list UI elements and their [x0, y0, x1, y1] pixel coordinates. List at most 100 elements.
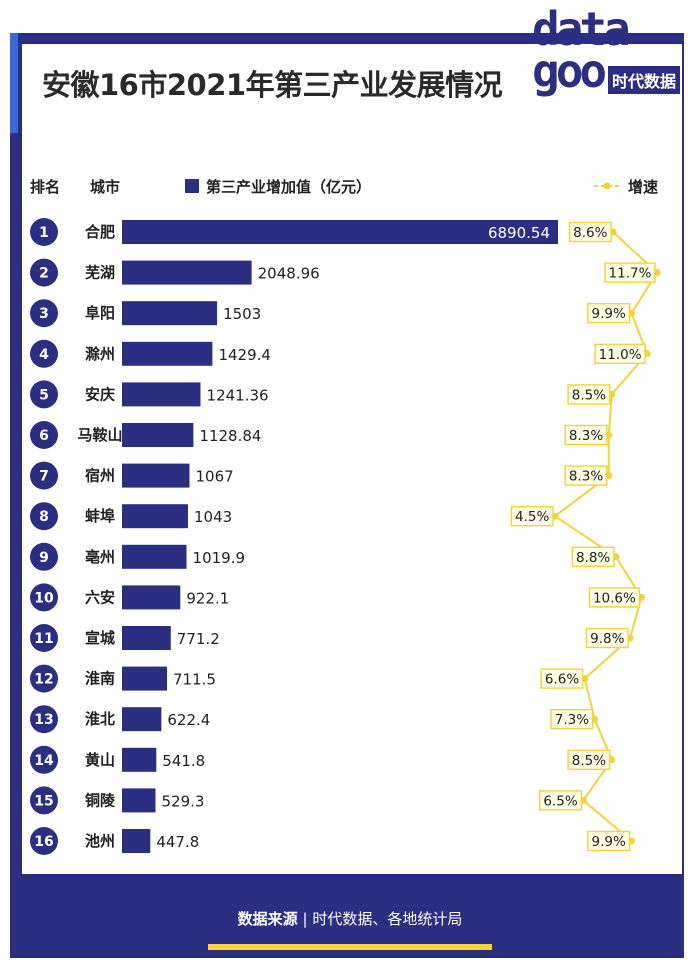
growth-label-box: [539, 790, 583, 811]
growth-label-box: [587, 303, 631, 324]
growth-label: 9.9%: [592, 834, 626, 850]
bar: [122, 829, 151, 853]
bar: [122, 504, 188, 529]
rank-badge: [30, 258, 58, 287]
footer: 数据来源 | 时代数据、各地统计局: [0, 908, 700, 929]
logo-tag: 时代数据: [608, 66, 681, 94]
bar-value-label: 447.8: [156, 833, 199, 851]
rank-badge: [30, 461, 58, 490]
bar: [122, 747, 157, 772]
rank-label: 11: [34, 631, 53, 647]
growth-label-box: [604, 262, 656, 283]
growth-label: 8.3%: [569, 469, 603, 485]
growth-label: 8.8%: [576, 550, 610, 566]
rank-label: 15: [34, 793, 53, 809]
growth-label: 6.5%: [543, 793, 577, 809]
rank-badge: [30, 339, 58, 368]
city-label: 铜陵: [85, 791, 116, 809]
city-label: 芜湖: [85, 264, 115, 282]
bar: [122, 301, 218, 326]
growth-label-box: [587, 830, 631, 852]
growth-label-box: [594, 343, 646, 364]
growth-label-box: [585, 627, 629, 649]
bar: [122, 544, 187, 569]
footer-separator: |: [302, 910, 308, 928]
bar-value-label: 2048.96: [258, 265, 320, 283]
bar-value-label: 1503: [223, 305, 261, 323]
footer-source-text: 时代数据、各地统计局: [312, 910, 463, 928]
city-label: 安庆: [85, 385, 115, 403]
accent-stripe: [10, 33, 18, 133]
bar-value-label: 6890.54: [488, 224, 550, 242]
rank-label: 13: [34, 712, 53, 728]
bar-value-label: 922.1: [186, 589, 229, 607]
growth-label-box: [550, 709, 594, 730]
city-label: 六安: [85, 588, 115, 606]
city-label: 滁州: [85, 345, 115, 363]
logo-mark: data goo: [532, 2, 631, 98]
rank-badge: [30, 218, 58, 246]
bar-value-label: 1128.84: [199, 427, 261, 445]
bar: [122, 463, 190, 488]
chart-card: [22, 44, 682, 874]
footer-accent-bar: [208, 944, 492, 950]
rank-badge: [30, 827, 58, 855]
rank-label: 12: [34, 672, 53, 688]
growth-label-box: [540, 668, 584, 689]
growth-label: 7.3%: [555, 712, 589, 728]
bar-legend-swatch: [185, 179, 199, 193]
rank-label: 7: [39, 469, 49, 485]
growth-label: 8.5%: [572, 387, 606, 403]
rank-label: 10: [34, 590, 54, 606]
rank-badge: [30, 502, 58, 531]
rank-label: 6: [39, 428, 49, 444]
city-header: 城市: [90, 178, 121, 196]
rank-badge: [30, 583, 58, 612]
growth-label: 9.9%: [592, 306, 626, 322]
rank-badge: [30, 299, 58, 328]
rank-label: 14: [34, 753, 54, 769]
footer-source-label: 数据来源: [237, 910, 298, 928]
growth-label: 11.7%: [609, 266, 652, 282]
bar: [122, 666, 167, 691]
rank-label: 1: [39, 225, 49, 241]
growth-label: 4.5%: [515, 509, 549, 525]
bar: [122, 382, 201, 407]
rank-label: 9: [39, 550, 49, 566]
rank-label: 16: [34, 834, 53, 850]
rank-badge: [30, 664, 58, 693]
bar-value-label: 541.8: [162, 752, 205, 770]
growth-line: [553, 231, 659, 842]
bar-value-label: 771.2: [177, 630, 220, 648]
line-legend-icon: [594, 182, 620, 190]
brand-logo: data goo 时代数据: [532, 2, 692, 120]
bar: [122, 788, 156, 813]
bar: [122, 423, 194, 447]
city-label: 宿州: [85, 467, 115, 485]
growth-label-box: [510, 506, 554, 527]
growth-label-box: [567, 384, 611, 405]
rank-badge: [30, 421, 58, 449]
city-label: 淮南: [85, 670, 115, 688]
city-label: 合肥: [84, 223, 115, 241]
rank-header: 排名: [30, 178, 61, 196]
bar: [122, 341, 213, 366]
bar-value-label: 1429.4: [218, 346, 270, 364]
bar-value-label: 1019.9: [193, 549, 246, 567]
rank-badge: [30, 786, 58, 815]
growth-label: 11.0%: [599, 347, 642, 363]
bar: [122, 220, 558, 244]
growth-label: 9.8%: [590, 631, 624, 647]
bar: [122, 707, 162, 732]
rank-label: 4: [39, 347, 49, 363]
city-label: 宣城: [85, 629, 115, 647]
growth-label-box: [571, 546, 615, 567]
page-title: 安徽16市2021年第三产业发展情况: [42, 68, 503, 102]
bar-value-label: 1241.36: [207, 386, 269, 404]
growth-label-box: [568, 221, 612, 243]
city-label: 阜阳: [85, 304, 115, 322]
growth-label: 8.5%: [572, 753, 606, 769]
rank-label: 5: [39, 387, 49, 403]
rank-badge: [30, 624, 58, 652]
